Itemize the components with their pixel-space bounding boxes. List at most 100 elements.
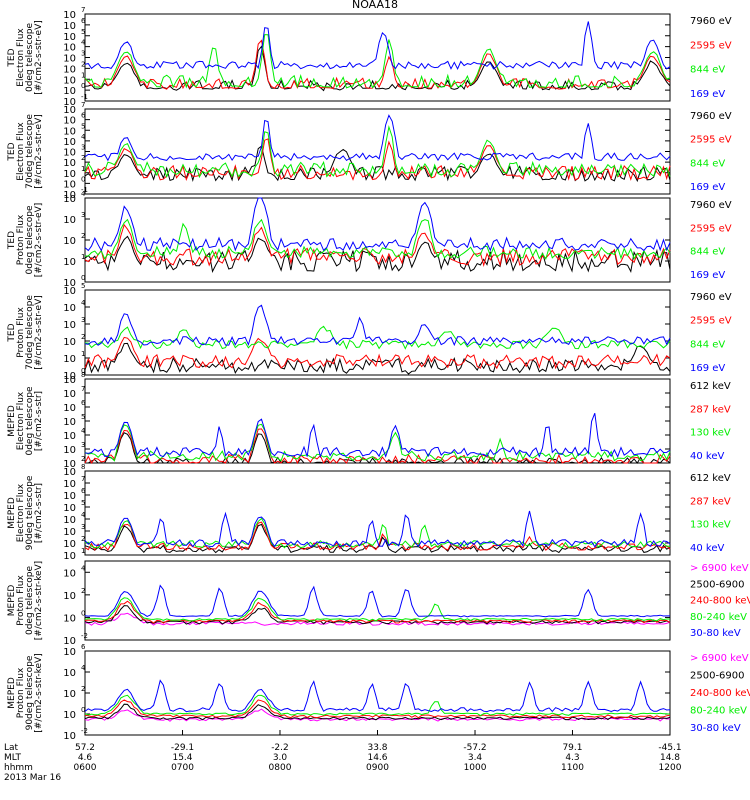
- ytick-exponent: 2: [81, 685, 85, 693]
- ytick-exponent: 2: [81, 60, 85, 68]
- ytick-exponent: 4: [81, 39, 86, 47]
- ytick-exponent: 7: [81, 385, 85, 393]
- ytick-exponent: 2: [81, 232, 85, 240]
- ylabel-line: Proton Flux: [16, 214, 26, 265]
- legend-entry: > 6900 keV: [690, 653, 749, 664]
- panel-frame: [84, 378, 671, 464]
- ytick-label: 10: [63, 32, 76, 43]
- ylabel-line: TED: [7, 48, 17, 67]
- xaxis-row-label: Lat: [4, 743, 19, 753]
- legend-entry: 169 eV: [690, 363, 725, 374]
- ytick-exponent: 4: [81, 190, 86, 198]
- ylabel-line: Proton Flux: [16, 307, 26, 358]
- legend-entry: 169 eV: [690, 270, 725, 281]
- ytick-exponent: 1: [81, 253, 85, 261]
- ytick-exponent: 1: [81, 165, 85, 173]
- xtick-label: 1100: [561, 763, 584, 773]
- legend-entry: 40 keV: [690, 543, 724, 554]
- ytick-exponent: 3: [81, 441, 85, 449]
- ytick-exponent: 5: [81, 413, 85, 421]
- series-line: [84, 21, 671, 70]
- ylabel-line: Proton Flux: [16, 575, 26, 626]
- ytick-exponent: 3: [81, 50, 85, 58]
- ylabel-line: TED: [7, 323, 17, 342]
- legend-entry: > 6900 keV: [690, 563, 749, 574]
- series-line: [84, 612, 671, 626]
- xtick-label: 4.3: [565, 753, 579, 763]
- ytick-exponent: 5: [81, 282, 85, 290]
- ytick-exponent: 3: [81, 144, 85, 152]
- ytick-exponent: 2: [81, 455, 85, 463]
- legend-entry: 2500-6900: [690, 671, 745, 682]
- ytick-exponent: -2: [81, 727, 88, 735]
- ytick-exponent: 5: [81, 28, 85, 36]
- legend-entry: 169 eV: [690, 182, 725, 193]
- ytick-label: 10: [63, 551, 76, 562]
- ytick-exponent: 5: [81, 499, 85, 507]
- ylabel-line: [#/cm2-s-str]: [34, 483, 44, 543]
- ytick-exponent: 2: [81, 587, 85, 595]
- ytick-label: 10: [63, 10, 76, 21]
- ytick-exponent: 3: [81, 316, 85, 324]
- xtick-label: 33.8: [367, 743, 387, 753]
- ytick-exponent: 4: [81, 511, 86, 519]
- series-line: [84, 694, 671, 717]
- ylabel-line: 0deg telescope: [25, 205, 35, 275]
- ytick-label: 10: [63, 503, 76, 514]
- ytick-label: 10: [63, 21, 76, 32]
- legend-entry: 2500-6900: [690, 579, 745, 590]
- ylabel-line: MEPED: [7, 585, 17, 617]
- xtick-label: 0700: [171, 763, 194, 773]
- ytick-label: 10: [63, 568, 76, 579]
- ytick-label: 10: [63, 613, 76, 624]
- panel-5: 10 2 10 3 10 4 10 5 10 6 10 7 10 8 MEPED Electron Flux 0…: [7, 371, 731, 470]
- legend-entry: 80-240 keV: [690, 612, 747, 623]
- ytick-exponent: 7: [81, 6, 85, 14]
- legend-entry: 7960 eV: [690, 200, 732, 211]
- ytick-label: 10: [63, 710, 76, 721]
- ytick-label: 10: [63, 389, 76, 400]
- ytick-exponent: 0: [81, 82, 85, 90]
- legend-entry: 2595 eV: [690, 40, 732, 51]
- ytick-exponent: 4: [81, 133, 86, 141]
- ylabel-line: 0deg telescope: [25, 386, 35, 456]
- xtick-label: 1200: [659, 763, 682, 773]
- series-line: [84, 703, 671, 721]
- series-line: [84, 597, 670, 622]
- ytick-label: 10: [63, 320, 76, 331]
- ytick-label: 10: [63, 148, 76, 159]
- ylabel-line: 70deg telescope: [25, 114, 35, 189]
- ytick-exponent: 8: [81, 463, 85, 471]
- ytick-exponent: 4: [81, 664, 86, 672]
- legend-entry: 844 eV: [690, 247, 725, 258]
- ytick-exponent: 1: [81, 547, 85, 555]
- ytick-exponent: 1: [81, 350, 85, 358]
- ytick-exponent: 2: [81, 333, 85, 341]
- ytick-label: 10: [63, 286, 76, 297]
- ylabel-line: TED: [7, 231, 17, 250]
- series-line: [84, 510, 671, 548]
- panel-7: 10 -2 10 0 10 2 10 4 MEPED Proton Flux 0deg telesc…: [7, 560, 750, 647]
- legend-entry: 30-80 keV: [690, 628, 741, 639]
- ylabel-line: Electron Flux: [16, 483, 26, 542]
- legend-entry: 612 keV: [690, 381, 731, 392]
- panel-2: 10 -1 10 0 10 1 10 2 10 3 10 4 10 5 10 6 10 7 TED Electron …: [7, 101, 732, 201]
- ytick-label: 10: [63, 375, 76, 386]
- series-line: [84, 517, 671, 549]
- ytick-label: 10: [63, 137, 76, 148]
- panel-1: 10 -1 10 0 10 1 10 2 10 3 10 4 10 5 10 6 10 7 TED Electron …: [7, 6, 732, 108]
- xtick-label: 79.1: [562, 743, 582, 753]
- ytick-label: 10: [63, 689, 76, 700]
- legend-entry: 612 keV: [690, 473, 731, 484]
- legend-entry: 7960 eV: [690, 292, 732, 303]
- ytick-label: 10: [63, 467, 76, 478]
- ytick-label: 10: [63, 86, 76, 97]
- ytick-exponent: 3: [81, 523, 85, 531]
- legend-entry: 130 keV: [690, 428, 731, 439]
- date-label: 2013 Mar 16: [4, 773, 61, 783]
- ytick-exponent: 0: [81, 175, 85, 183]
- xtick-label: 3.0: [273, 753, 288, 763]
- ylabel-line: Electron Flux: [16, 28, 26, 87]
- ytick-label: 10: [63, 116, 76, 127]
- legend-entry: 80-240 keV: [690, 706, 747, 717]
